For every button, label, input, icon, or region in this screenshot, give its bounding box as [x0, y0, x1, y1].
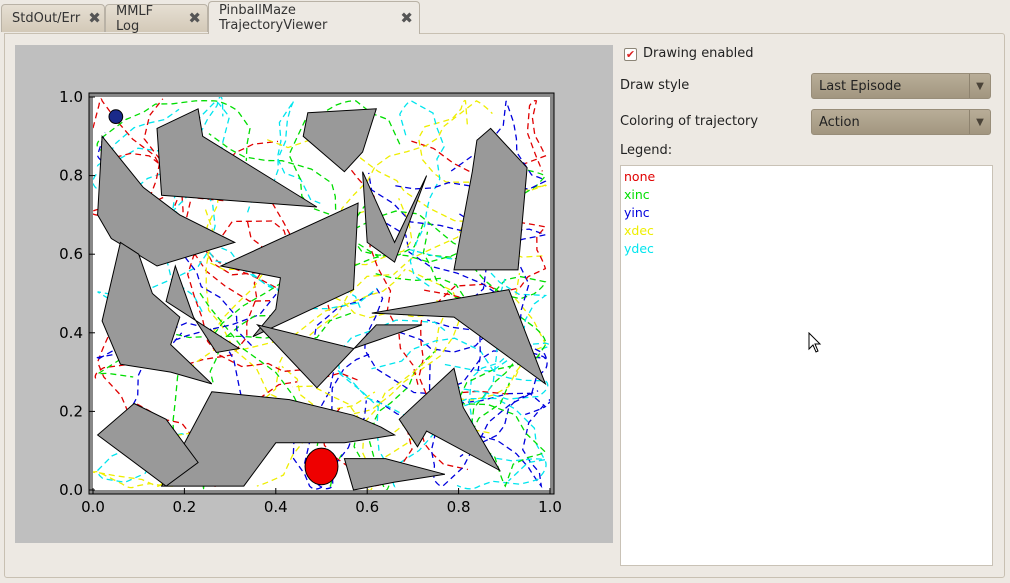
tab-trajectory-viewer[interactable]: PinballMaze TrajectoryViewer ✖	[208, 1, 420, 34]
trajectory-segment	[198, 291, 343, 488]
obstacle-polygon	[255, 324, 423, 389]
trajectory-segment	[292, 292, 373, 490]
trajectory-plot: 0.0 0.2 0.4 0.6 0.8 1.0 0.0 0.2 0.4 0.6 0.8 1.0	[15, 45, 613, 543]
legend-item-ydec: ydec	[624, 241, 654, 256]
obstacle-polygon	[398, 367, 502, 472]
trajectory-segment	[371, 337, 549, 400]
draw-style-label: Draw style	[620, 78, 690, 93]
trajectory-segment	[311, 169, 547, 270]
trajectory-segment	[256, 298, 446, 487]
y-tick-label: 0.4	[59, 324, 83, 342]
y-tick-label: 0.2	[59, 402, 83, 420]
close-icon[interactable]: ✖	[400, 8, 413, 27]
legend-item-xinc: xinc	[624, 187, 650, 202]
trajectory-segment	[96, 100, 251, 196]
x-tick-label: 0.0	[81, 498, 105, 516]
trajectory-segment	[428, 254, 547, 357]
trajectory-segment	[288, 100, 401, 257]
close-icon[interactable]: ✖	[88, 9, 101, 27]
trajectory-segment	[409, 100, 547, 174]
obstacle-polygon	[453, 127, 528, 271]
draw-style-select[interactable]: Last Episode ▼	[811, 73, 991, 99]
obstacle-polygon	[302, 108, 377, 173]
tab-label: MMLF Log	[116, 3, 154, 34]
tab-bar: StdOut/Err ✖ MMLF Log ✖ PinballMaze Traj…	[0, 0, 1010, 34]
y-tick-label: 0.0	[59, 481, 83, 499]
trajectory-segment	[422, 231, 547, 407]
tab-mmlf-log[interactable]: MMLF Log ✖	[105, 3, 208, 34]
obstacle-polygon	[371, 289, 547, 386]
obstacle-polygon	[97, 134, 237, 267]
drawing-enabled-label: Drawing enabled	[643, 46, 754, 61]
coloring-value: Action	[819, 114, 860, 130]
trajectory-segment	[399, 100, 445, 289]
close-icon[interactable]: ✖	[188, 9, 201, 27]
trajectory-segment	[208, 133, 425, 256]
legend-list[interactable]: none xinc yinc xdec ydec	[620, 165, 993, 566]
trajectory-segment	[281, 268, 463, 418]
coloring-select[interactable]: Action ▼	[811, 109, 991, 135]
x-tick-label: 0.4	[264, 498, 288, 516]
trajectory-segment	[459, 222, 548, 458]
legend-item-xdec: xdec	[624, 223, 654, 238]
x-tick-label: 0.2	[172, 498, 196, 516]
obstacle-polygon	[165, 264, 241, 354]
trajectory-segment	[364, 286, 547, 416]
tab-label: PinballMaze TrajectoryViewer	[219, 3, 328, 33]
trajectory-segment	[458, 382, 547, 488]
chevron-down-icon: ▼	[969, 74, 990, 98]
legend-item-none: none	[624, 169, 656, 184]
target-marker	[304, 447, 339, 486]
coloring-label: Coloring of trajectory	[620, 114, 759, 129]
trajectory-segment	[156, 99, 231, 315]
draw-style-value: Last Episode	[819, 78, 902, 94]
legend-label: Legend:	[620, 143, 673, 158]
tab-label: StdOut/Err	[12, 11, 81, 26]
obstacle-polygon	[101, 241, 213, 385]
obstacle-polygon	[219, 202, 359, 338]
plot-svg: 0.0 0.2 0.4 0.6 0.8 1.0 0.0 0.2 0.4 0.6 0.8 1.0	[59, 88, 562, 516]
x-tick-label: 1.0	[538, 498, 562, 516]
x-tick-label: 0.8	[447, 498, 471, 516]
tab-stdout[interactable]: StdOut/Err ✖	[1, 4, 105, 32]
ball-marker	[108, 109, 124, 125]
obstacle-polygon	[160, 391, 397, 487]
checkmark-icon: ✔	[625, 48, 636, 61]
obstacle-polygon	[96, 402, 199, 487]
y-tick-label: 0.8	[59, 167, 83, 185]
drawing-enabled-checkbox[interactable]: ✔	[624, 48, 637, 61]
trajectory-segment	[468, 342, 550, 482]
chevron-down-icon: ▼	[969, 110, 990, 134]
obstacle-polygon	[156, 108, 318, 208]
y-tick-label: 1.0	[59, 88, 83, 106]
y-tick-label: 0.6	[59, 245, 83, 263]
x-tick-label: 0.6	[355, 498, 379, 516]
legend-item-yinc: yinc	[624, 205, 650, 220]
mouse-cursor-icon	[808, 332, 822, 353]
obstacle-polygon	[343, 458, 446, 491]
obstacle-polygon	[362, 171, 428, 263]
